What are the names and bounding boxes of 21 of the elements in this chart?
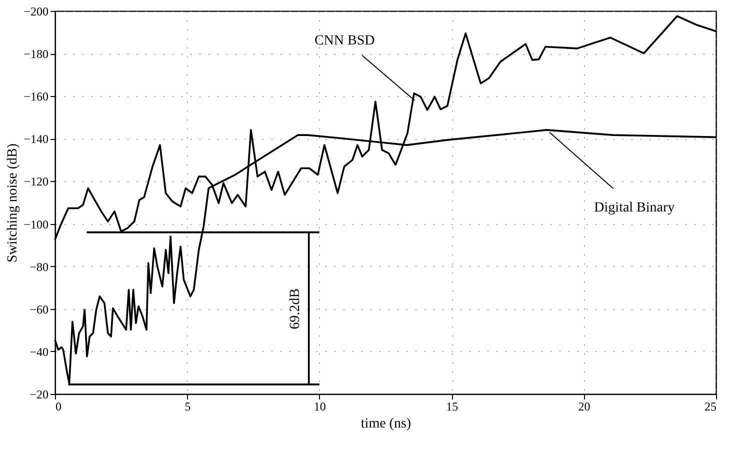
y-tick-label: −40 xyxy=(30,344,48,359)
x-tick-label: 0 xyxy=(56,400,62,414)
y-tick-label: −120 xyxy=(24,174,48,189)
y-tick-label: −200 xyxy=(24,4,48,18)
x-tick-label: 10 xyxy=(314,400,326,414)
annotation: Digital Binary xyxy=(594,200,675,216)
x-tick-label: 20 xyxy=(578,400,590,414)
y-tick-label: −180 xyxy=(24,47,48,62)
x-tick-label: 15 xyxy=(446,400,458,414)
annotation: 69.2dB xyxy=(288,288,303,330)
y-tick-label: −60 xyxy=(30,302,48,316)
x-tick-label: 5 xyxy=(184,400,191,414)
y-tick-label: −20 xyxy=(30,388,48,402)
y-tick-label: −100 xyxy=(24,217,48,232)
y-tick-label: −140 xyxy=(24,132,48,146)
y-tick-label: −80 xyxy=(30,260,48,274)
y-axis-title: Switching noise (dB) xyxy=(6,143,21,262)
x-tick-label: 25 xyxy=(704,400,716,414)
annotation: CNN BSD xyxy=(314,33,375,48)
x-axis-title: time (ns) xyxy=(360,416,412,432)
y-tick-label: −160 xyxy=(24,90,48,104)
